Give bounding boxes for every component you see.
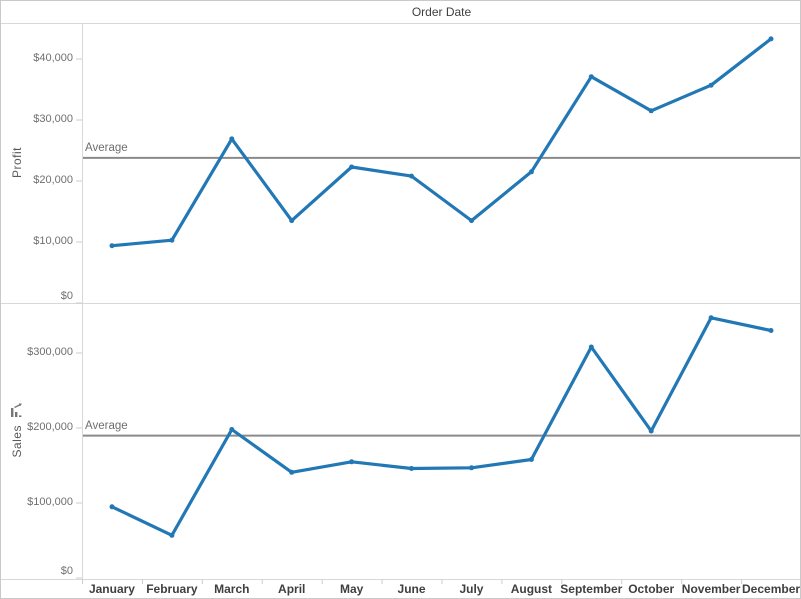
sales-y-tick-label: $100,000: [27, 496, 73, 508]
sales-data-point[interactable]: [229, 427, 235, 432]
x-tick-label-october: October: [628, 582, 675, 596]
profit-y-tick-label: $10,000: [33, 235, 73, 247]
profit-data-point[interactable]: [289, 218, 295, 224]
sales-average-label: Average: [85, 419, 128, 432]
x-tick-label-august: August: [510, 582, 553, 596]
x-tick-label-september: September: [560, 582, 623, 596]
profit-data-point[interactable]: [349, 164, 355, 170]
x-tick-label-february: February: [146, 582, 198, 596]
x-tick-label-july: July: [459, 582, 484, 596]
profit-data-point[interactable]: [708, 82, 714, 88]
profit-data-point[interactable]: [409, 173, 414, 179]
x-tick-label-november: November: [681, 582, 741, 596]
profit-y-tick-label: $40,000: [33, 52, 73, 64]
profit-data-point[interactable]: [229, 136, 235, 142]
profit-data-point[interactable]: [469, 218, 474, 224]
profit-average-label: Average: [85, 141, 128, 154]
sales-series-line[interactable]: [110, 316, 773, 537]
sales-data-point[interactable]: [109, 504, 115, 510]
chart-title: Order Date: [411, 5, 472, 19]
sales-data-point[interactable]: [768, 328, 774, 333]
sales-data-point[interactable]: [648, 428, 654, 434]
sales-y-tick-label: $200,000: [27, 421, 73, 433]
x-tick-label-april: April: [278, 582, 306, 596]
sales-data-point[interactable]: [289, 469, 295, 475]
profit-series-line[interactable]: [110, 37, 773, 248]
sales-data-point[interactable]: [588, 344, 594, 350]
x-tick-label-june: June: [397, 582, 426, 596]
profit-y-tick-label: $0: [60, 289, 73, 302]
sales-data-point[interactable]: [469, 465, 474, 471]
sales-data-point[interactable]: [708, 315, 714, 321]
profit-data-point[interactable]: [109, 243, 115, 249]
profit-axis-title-wrap: Profit: [7, 23, 27, 303]
sales-data-point[interactable]: [409, 466, 414, 471]
profit-data-point[interactable]: [648, 108, 654, 114]
profit-data-point[interactable]: [169, 237, 175, 243]
profit-data-point[interactable]: [528, 169, 534, 175]
sales-y-tick-label: $0: [60, 564, 73, 577]
profit-data-point[interactable]: [588, 74, 594, 80]
profit-y-tick-label: $20,000: [33, 174, 73, 186]
sort-axis-icon[interactable]: [10, 403, 25, 418]
sales-data-point[interactable]: [528, 457, 534, 462]
x-tick-label-december: December: [742, 582, 801, 596]
sales-y-tick-label: $300,000: [27, 346, 73, 358]
sales-axis-title-wrap: Sales: [7, 303, 27, 579]
profit-data-point[interactable]: [768, 36, 774, 42]
x-tick-label-may: May: [339, 582, 364, 596]
sales-data-point[interactable]: [169, 532, 175, 538]
profit-y-tick-label: $30,000: [33, 113, 73, 125]
x-tick-label-march: March: [214, 582, 250, 596]
sales-data-point[interactable]: [349, 459, 355, 465]
x-tick-label-january: January: [88, 582, 135, 596]
